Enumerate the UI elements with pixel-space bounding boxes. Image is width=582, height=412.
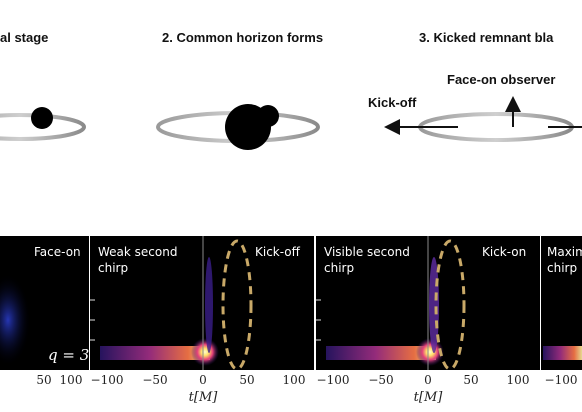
stage-3-orbit-illustration [384, 96, 582, 142]
panel-corner-label: Kick-off [255, 245, 301, 259]
tick-label: −50 [368, 373, 393, 387]
black-hole-icon [257, 105, 279, 127]
tick-label: 0 [199, 373, 207, 387]
panel-label: Weak second [98, 245, 177, 259]
tick-label: −100 [317, 373, 350, 387]
tick-label: 100 [507, 373, 530, 387]
dashed-oval-marker [221, 239, 253, 371]
tick-label: 0 [424, 373, 432, 387]
x-axis-label: t[M] [189, 390, 219, 405]
dashed-oval-marker [434, 239, 466, 371]
stage-title-3: 3. Kicked remnant bla [419, 30, 554, 45]
black-hole-icon [31, 107, 53, 129]
spectrogram-panel-weak-chirp: Weak second chirp Kick-off [90, 236, 314, 371]
x-axis-label: t[M] [414, 390, 444, 405]
mass-ratio-label: q = 3 [48, 346, 89, 364]
tick-label: −100 [91, 373, 124, 387]
face-on-observer-label: Face-on observer [447, 72, 555, 87]
panel-label: Maxim [547, 245, 582, 259]
tick-label: −100 [545, 373, 578, 387]
tick-label: 50 [239, 373, 254, 387]
x-axis-ticks: 50 100 −100 −50 0 50 100 t[M] −100 −50 0… [36, 373, 577, 405]
panel-label: Visible second [324, 245, 410, 259]
stage-title-1: al stage [0, 30, 48, 45]
stage-2-orbit-illustration [156, 104, 320, 150]
stage-title-2: 2. Common horizon forms [162, 30, 323, 45]
tick-label: 100 [283, 373, 306, 387]
tick-label: 50 [463, 373, 478, 387]
spectrogram-panel-visible-chirp: Visible second chirp Kick-on [316, 236, 540, 371]
stage-1-orbit-illustration [0, 107, 86, 141]
tick-label: −50 [142, 373, 167, 387]
tick-label: 50 [36, 373, 51, 387]
panel-label: chirp [98, 261, 128, 275]
kick-off-label: Kick-off [368, 95, 417, 110]
panel-corner-label: Kick-on [482, 245, 526, 259]
panel-label: chirp [547, 261, 577, 275]
panel-label: Face-on [34, 245, 81, 259]
panel-label: chirp [324, 261, 354, 275]
spectrogram-panel-face-on: Face-on q = 3 [0, 236, 89, 370]
tick-label: 100 [60, 373, 83, 387]
spectrogram-panel-maximal-chirp: Maxim chirp [541, 236, 582, 370]
